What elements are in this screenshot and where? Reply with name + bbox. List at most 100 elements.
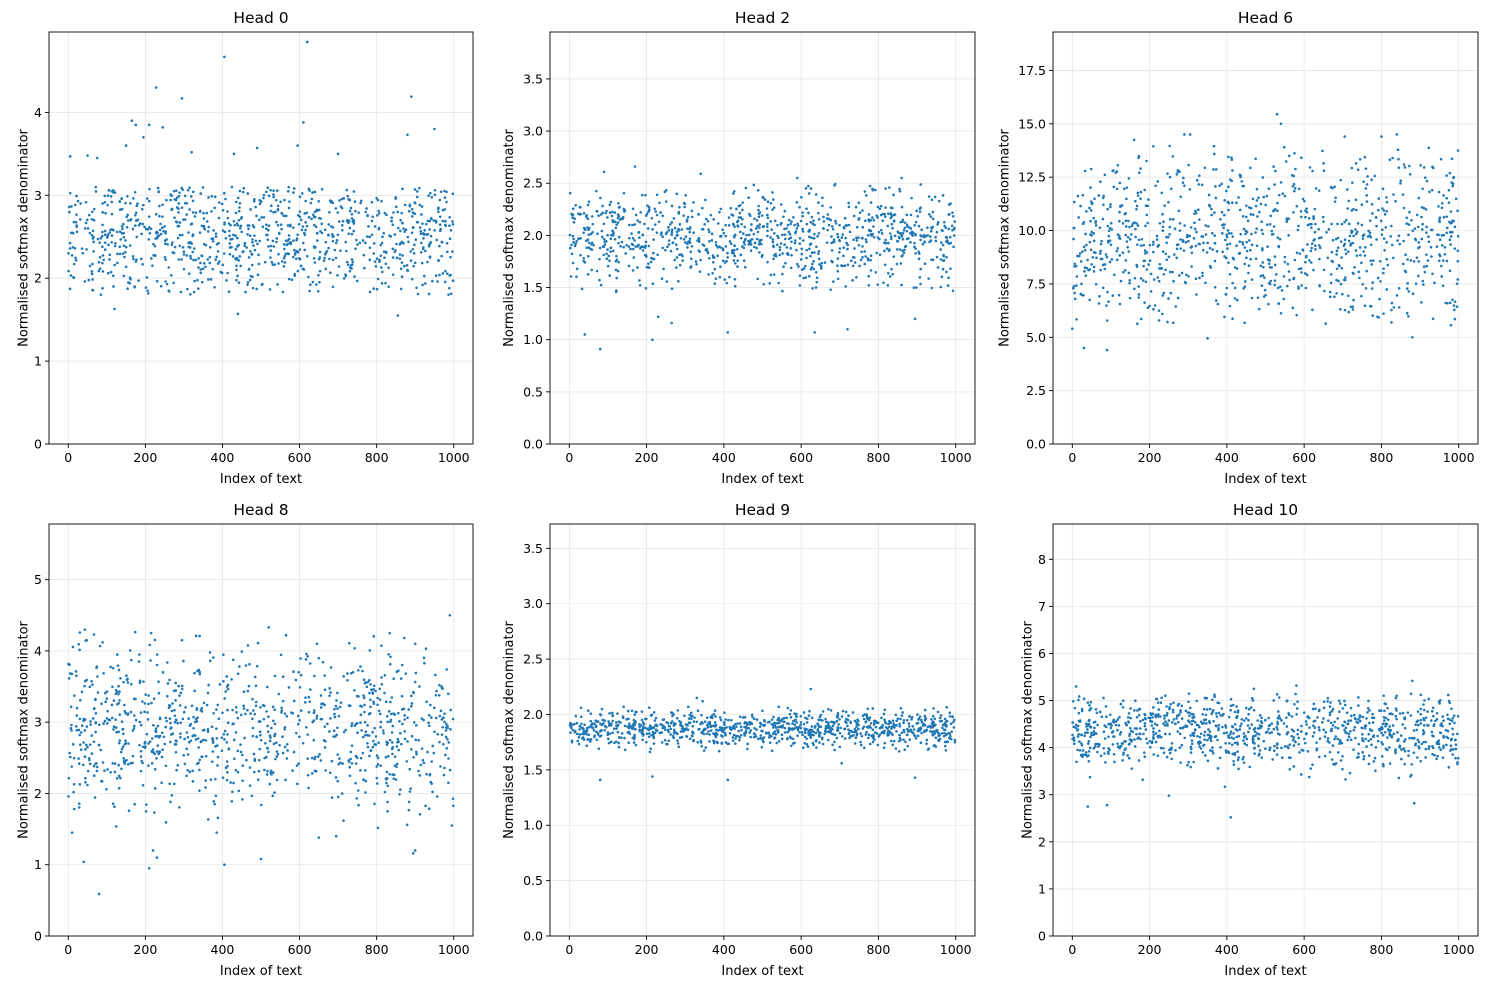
data-point (1135, 207, 1138, 211)
data-point (1277, 193, 1281, 197)
data-point (1395, 294, 1399, 297)
data-point (749, 241, 752, 244)
data-point (181, 717, 185, 721)
data-point (362, 778, 365, 782)
data-point (1243, 246, 1247, 249)
data-point (580, 722, 583, 726)
x-tick-label: 800 (866, 450, 890, 465)
data-point (1347, 310, 1351, 314)
data-point (363, 703, 366, 707)
data-point (356, 279, 359, 283)
data-point (693, 716, 696, 719)
panel-title: Head 8 (233, 501, 288, 519)
data-point (1168, 225, 1172, 229)
data-point (914, 220, 918, 224)
data-point (300, 709, 303, 712)
data-point (1384, 226, 1387, 229)
data-point (783, 233, 787, 236)
data-point (69, 755, 72, 759)
outlier-point (1380, 135, 1383, 138)
data-point (816, 723, 820, 727)
data-point (737, 204, 741, 208)
data-point (949, 737, 953, 741)
data-point (1109, 203, 1112, 206)
data-point (192, 258, 195, 262)
data-point (895, 248, 899, 251)
data-point (191, 199, 195, 203)
data-point (97, 269, 101, 273)
data-point (398, 253, 402, 256)
data-point (1441, 244, 1444, 247)
data-point (627, 245, 631, 248)
data-point (899, 232, 903, 236)
data-point (1127, 219, 1130, 223)
data-point (785, 246, 789, 249)
data-point (900, 235, 904, 238)
data-point (215, 708, 218, 711)
data-point (798, 242, 802, 245)
data-point (587, 725, 591, 729)
data-point (216, 744, 219, 747)
data-point (773, 219, 777, 223)
data-point (773, 232, 776, 235)
data-point (448, 768, 452, 772)
data-point (443, 720, 446, 724)
data-point (161, 748, 164, 752)
data-point (1334, 237, 1338, 241)
data-point (1129, 238, 1132, 241)
data-point (198, 672, 202, 676)
data-point (689, 711, 693, 715)
data-point (633, 733, 636, 737)
data-point (704, 198, 707, 202)
data-point (599, 213, 603, 216)
data-point (156, 186, 160, 190)
data-point (616, 221, 620, 224)
x-tick-label: 0 (565, 450, 573, 465)
data-point (191, 233, 195, 236)
data-point (427, 721, 430, 725)
data-point (1312, 268, 1315, 272)
data-point (708, 740, 711, 743)
data-point (916, 215, 919, 218)
data-point (1116, 246, 1119, 250)
data-point (377, 226, 381, 230)
data-point (1329, 295, 1332, 299)
data-point (610, 214, 614, 218)
data-point (578, 724, 582, 728)
data-point (1300, 215, 1303, 219)
data-point (1325, 230, 1328, 234)
y-tick-label: 3 (34, 188, 42, 203)
data-point (890, 215, 894, 218)
data-point (440, 685, 443, 688)
data-point (90, 272, 94, 276)
data-point (815, 280, 819, 284)
data-point (189, 223, 193, 226)
data-point (1117, 293, 1121, 297)
data-point (270, 260, 274, 264)
data-point (185, 731, 189, 734)
data-point (1307, 217, 1311, 220)
data-point (772, 726, 775, 729)
data-point (1156, 276, 1160, 279)
data-point (71, 743, 75, 746)
data-point (930, 717, 933, 721)
data-point (790, 253, 793, 257)
data-point (652, 710, 656, 714)
data-point (858, 211, 862, 214)
data-point (690, 244, 694, 248)
data-point (769, 220, 773, 223)
data-point (141, 745, 145, 749)
data-point (1168, 175, 1172, 179)
data-point (667, 225, 670, 229)
data-point (1343, 308, 1347, 312)
data-point (712, 256, 715, 259)
data-point (68, 751, 71, 755)
data-point (782, 716, 786, 720)
data-point (883, 741, 887, 745)
scatter-points (1071, 112, 1460, 352)
data-point (924, 729, 928, 733)
data-point (940, 241, 943, 244)
data-point (296, 269, 300, 273)
data-point (724, 741, 728, 744)
data-point (90, 679, 93, 683)
